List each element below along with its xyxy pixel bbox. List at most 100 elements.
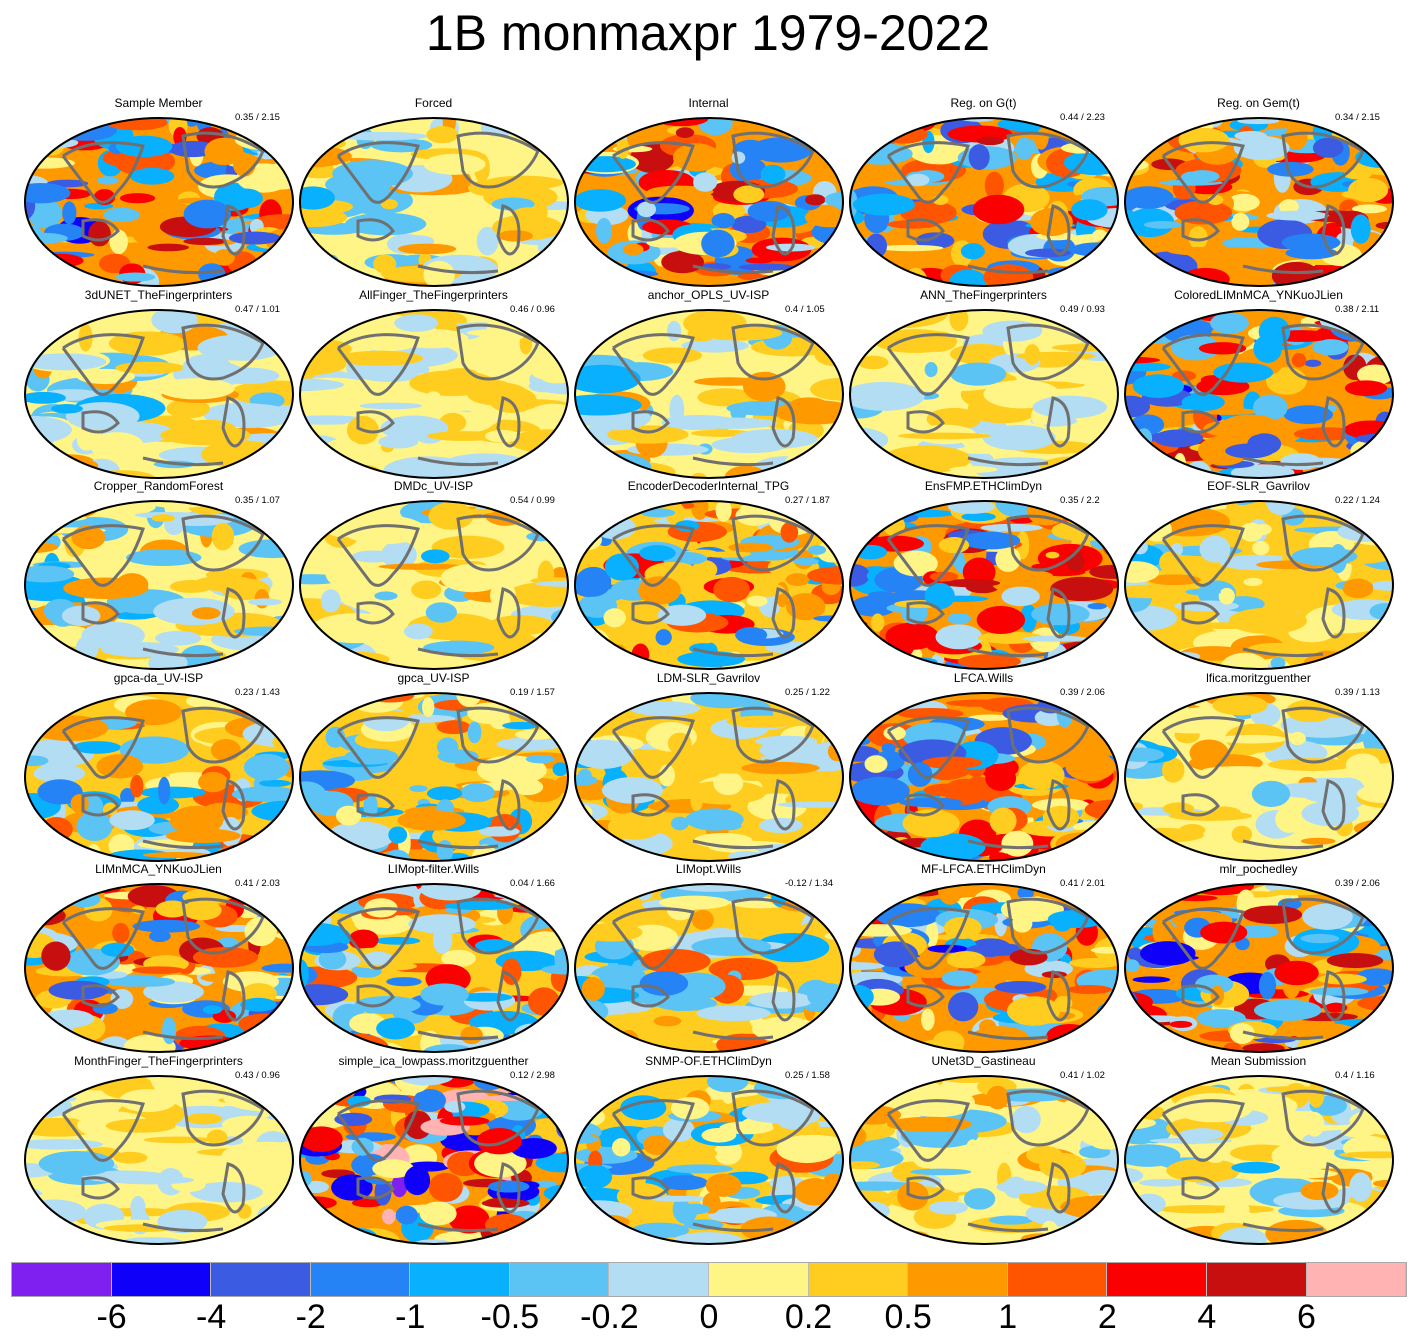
map-plot [299, 117, 569, 287]
map-contour-blob [332, 851, 363, 861]
map-contour-blob [1369, 118, 1388, 133]
coastline [61, 1098, 145, 1162]
map-contour-blob [142, 851, 210, 858]
map-contour-blob [674, 884, 753, 892]
map-panel: Reg. on Gem(t) 0.34 / 2.15 [1121, 96, 1396, 287]
map-contour-blob [636, 201, 657, 218]
map-contour-blob [946, 951, 986, 969]
map-contour-blob [467, 720, 482, 743]
map-contour-blob [1125, 587, 1190, 599]
map-contour-blob [1125, 443, 1153, 457]
colorbar-tick-label: -1 [395, 1298, 426, 1336]
map-contour-blob [488, 386, 537, 413]
coastline [417, 1030, 499, 1041]
map-contour-blob [396, 328, 469, 348]
map-panel: LIMopt.Wills -0.12 / 1.34 [571, 862, 846, 1053]
map-contour-blob [362, 951, 394, 965]
map-contour-blob [1312, 137, 1344, 158]
map-contour-blob [62, 201, 77, 225]
map-contour-blob [554, 1075, 568, 1085]
colorbar-tick-label: 6 [1296, 1298, 1316, 1336]
map-contour-blob [1268, 757, 1356, 771]
map-contour-blob [854, 544, 888, 560]
colorbar-tick-label: -2 [295, 1298, 326, 1336]
map-contour-blob [850, 1119, 896, 1142]
panel-title: AllFinger_TheFingerprinters [359, 287, 508, 302]
coastline [1046, 395, 1071, 447]
map-contour-blob [579, 923, 643, 942]
map-contour-blob [698, 118, 733, 136]
map-contour-blob [1332, 273, 1350, 285]
map-border [849, 883, 1119, 1053]
map-panel: LFCA.Wills 0.39 / 2.06 [846, 671, 1121, 862]
map-contour-blob [248, 598, 283, 606]
map-contour-blob [947, 612, 972, 625]
map-contour-blob [397, 243, 457, 255]
map-contour-blob [811, 135, 843, 144]
map-contour-blob [376, 1017, 415, 1040]
map-contour-blob [1138, 1178, 1187, 1187]
map-contour-blob [575, 692, 597, 702]
map-contour-blob [1254, 523, 1272, 535]
map-contour-blob [300, 207, 348, 228]
coastline [611, 715, 695, 779]
map-contour-blob [1001, 830, 1034, 857]
map-contour-blob [758, 692, 833, 698]
map-contour-blob [1077, 884, 1098, 893]
map-contour-blob [862, 416, 939, 432]
map-plot [849, 1074, 1119, 1245]
map-contour-blob [968, 144, 990, 170]
map-contour-blob [169, 771, 211, 778]
map-contour-blob [32, 123, 68, 137]
map-contour-blob [1304, 827, 1337, 848]
map-contour-blob [850, 501, 879, 509]
map-contour-blob [202, 1005, 223, 1015]
map-contour-blob [755, 932, 830, 963]
map-contour-blob [419, 1201, 457, 1225]
map-contour-blob [511, 778, 544, 795]
map-contour-blob [444, 901, 517, 911]
map-contour-blob [782, 1134, 843, 1154]
coastline [456, 131, 540, 189]
map-contour-blob [681, 338, 749, 353]
map-contour-blob [300, 706, 322, 726]
coastline [417, 1222, 499, 1232]
map-contour-blob [51, 403, 83, 413]
map-plot [24, 883, 294, 1053]
map-contour-blob [833, 194, 843, 210]
map-contour-blob [408, 914, 476, 934]
map-panel: mlr_pochedley 0.39 / 2.06 [1121, 862, 1396, 1053]
map-contour-blob [1344, 379, 1388, 396]
map-contour-blob [1284, 125, 1308, 150]
map-contour-blob [1165, 884, 1182, 896]
coastline [1006, 131, 1090, 189]
map-contour-blob [576, 1164, 613, 1189]
map-contour-blob [1074, 318, 1118, 328]
map-contour-blob [404, 1165, 431, 1195]
coastline [456, 897, 540, 955]
colorbar-tick-label: 0 [699, 1298, 719, 1336]
map-contour-blob [1324, 1002, 1348, 1013]
map-contour-blob [137, 795, 179, 814]
map-plot [299, 691, 569, 862]
map-contour-blob [897, 707, 964, 719]
panel-stats: 0.35 / 2.2 [1060, 495, 1100, 506]
coastline [496, 1161, 521, 1213]
coastline [731, 897, 815, 955]
map-contour-blob [850, 239, 870, 266]
map-contour-blob [899, 796, 963, 807]
map-contour-blob [677, 1203, 711, 1215]
panel-title: Reg. on G(t) [950, 96, 1017, 110]
map-contour-blob [1125, 849, 1187, 861]
map-contour-blob [850, 776, 910, 805]
map-contour-blob [801, 1226, 843, 1242]
map-contour-blob [1078, 1029, 1093, 1052]
map-contour-blob [490, 468, 508, 477]
coastline [1242, 264, 1324, 275]
map-contour-blob [789, 396, 828, 412]
map-contour-blob [345, 464, 380, 476]
coastline [81, 409, 120, 433]
map-contour-blob [300, 353, 347, 376]
map-contour-blob [25, 845, 71, 861]
coastline [1242, 1030, 1324, 1041]
